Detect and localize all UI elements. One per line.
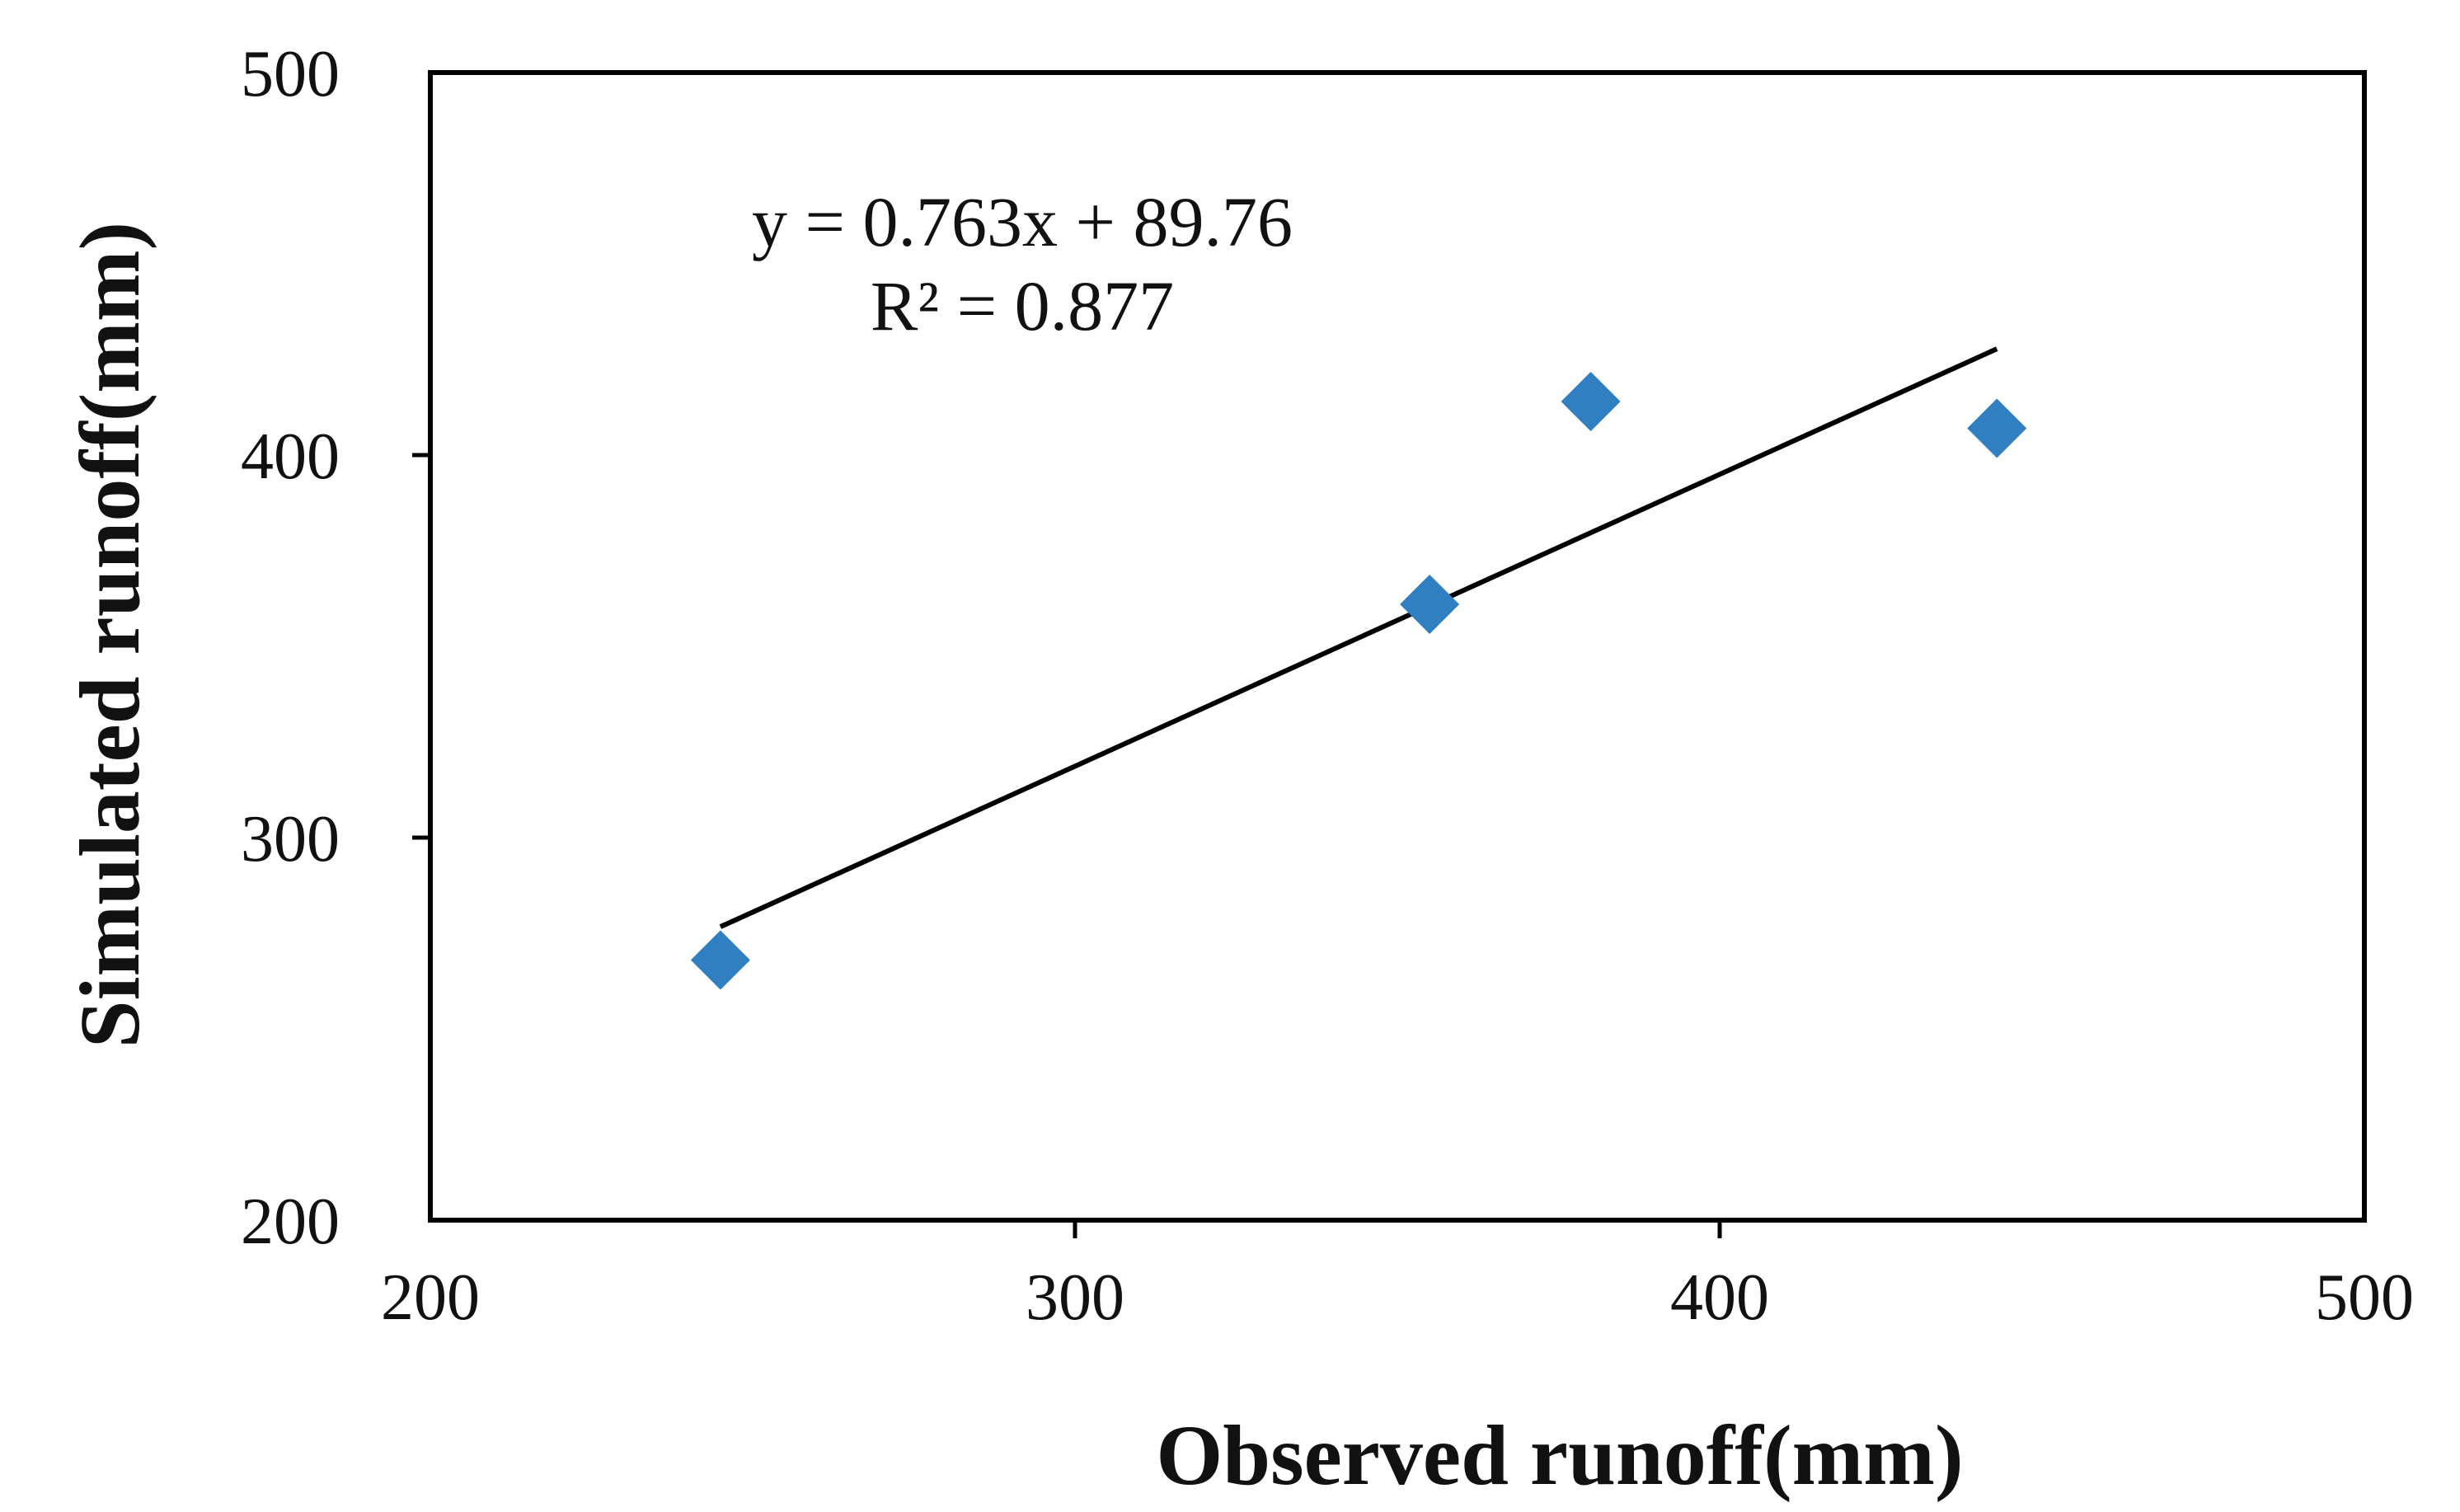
- y-tick-label: 400: [241, 420, 340, 493]
- y-tick-label: 200: [241, 1186, 340, 1258]
- plot-area-frame: [428, 70, 2367, 1223]
- y-axis-tick-labels: 200 300 400 500: [241, 38, 340, 1258]
- data-point-marker: [1967, 398, 2027, 458]
- trendline-group: [719, 346, 1998, 929]
- trendline: [719, 346, 1998, 929]
- y-tick-label: 300: [241, 803, 340, 876]
- y-tick-label: 500: [241, 38, 340, 110]
- r-squared-label: R² = 0.877: [871, 266, 1174, 345]
- data-point-marker: [1400, 574, 1460, 634]
- x-tick-label: 200: [381, 1261, 480, 1334]
- data-point-marker: [1561, 372, 1621, 432]
- data-points: [690, 372, 2027, 990]
- x-tick-label: 500: [2315, 1261, 2414, 1334]
- x-tick-label: 300: [1026, 1261, 1124, 1334]
- x-axis-tick-labels: 200 300 400 500: [381, 1261, 2414, 1334]
- x-axis-title: Observed runoff(mm): [1156, 1408, 1963, 1503]
- trendline-equation: y = 0.763x + 89.76: [752, 182, 1293, 261]
- x-tick-label: 400: [1670, 1261, 1769, 1334]
- tick-marks: [412, 453, 1722, 1238]
- y-axis-title: Simulated runoff(mm): [63, 222, 157, 1048]
- data-point-marker: [690, 930, 750, 990]
